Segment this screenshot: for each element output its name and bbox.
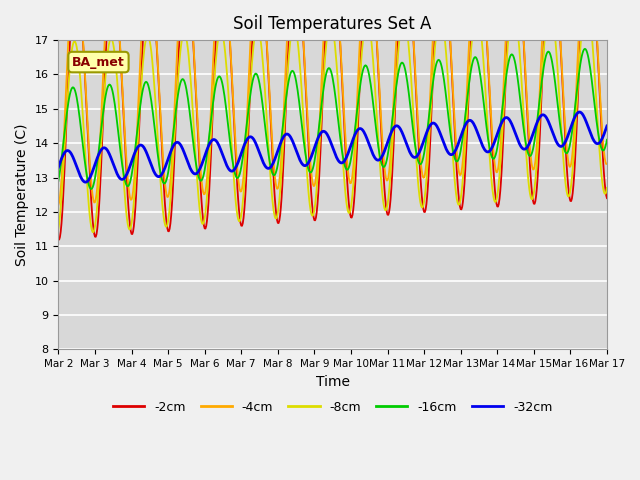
- Line: -32cm: -32cm: [58, 112, 607, 182]
- -16cm: [433, 61, 440, 67]
- -8cm: [433, 30, 440, 36]
- -8cm: [89, 229, 97, 235]
- -4cm: [378, 122, 385, 128]
- -2cm: [603, 195, 611, 201]
- -8cm: [325, 23, 333, 28]
- -2cm: [54, 237, 62, 242]
- Text: BA_met: BA_met: [72, 56, 125, 69]
- -16cm: [176, 84, 184, 89]
- -16cm: [554, 99, 561, 105]
- -2cm: [176, 32, 184, 38]
- -4cm: [198, 185, 206, 191]
- Line: -2cm: -2cm: [58, 0, 607, 240]
- Legend: -2cm, -4cm, -8cm, -16cm, -32cm: -2cm, -4cm, -8cm, -16cm, -32cm: [108, 396, 557, 419]
- -32cm: [325, 135, 333, 141]
- Y-axis label: Soil Temperature (C): Soil Temperature (C): [15, 123, 29, 266]
- -2cm: [55, 237, 63, 242]
- -8cm: [603, 185, 611, 191]
- -8cm: [176, 57, 184, 63]
- -16cm: [581, 46, 589, 52]
- -16cm: [325, 65, 333, 71]
- -2cm: [378, 147, 386, 153]
- -32cm: [54, 164, 62, 170]
- -32cm: [554, 141, 561, 146]
- -4cm: [175, 13, 182, 19]
- -8cm: [582, 0, 590, 6]
- -32cm: [603, 123, 611, 129]
- -16cm: [87, 186, 95, 192]
- Line: -16cm: -16cm: [58, 49, 607, 189]
- -32cm: [199, 158, 207, 164]
- -2cm: [199, 217, 207, 223]
- -32cm: [82, 179, 90, 185]
- -16cm: [378, 162, 386, 168]
- Line: -4cm: -4cm: [58, 0, 607, 205]
- -16cm: [54, 178, 62, 184]
- -32cm: [433, 122, 440, 128]
- -16cm: [603, 137, 611, 143]
- -8cm: [378, 190, 386, 195]
- -32cm: [378, 153, 386, 159]
- -32cm: [176, 141, 184, 146]
- -8cm: [554, 64, 561, 70]
- -8cm: [54, 226, 62, 232]
- -4cm: [54, 202, 62, 208]
- -16cm: [199, 174, 207, 180]
- X-axis label: Time: Time: [316, 374, 349, 389]
- -8cm: [199, 221, 207, 227]
- -2cm: [433, 0, 440, 4]
- -4cm: [603, 161, 611, 167]
- -32cm: [575, 109, 583, 115]
- Title: Soil Temperatures Set A: Soil Temperatures Set A: [234, 15, 432, 33]
- Line: -8cm: -8cm: [58, 3, 607, 232]
